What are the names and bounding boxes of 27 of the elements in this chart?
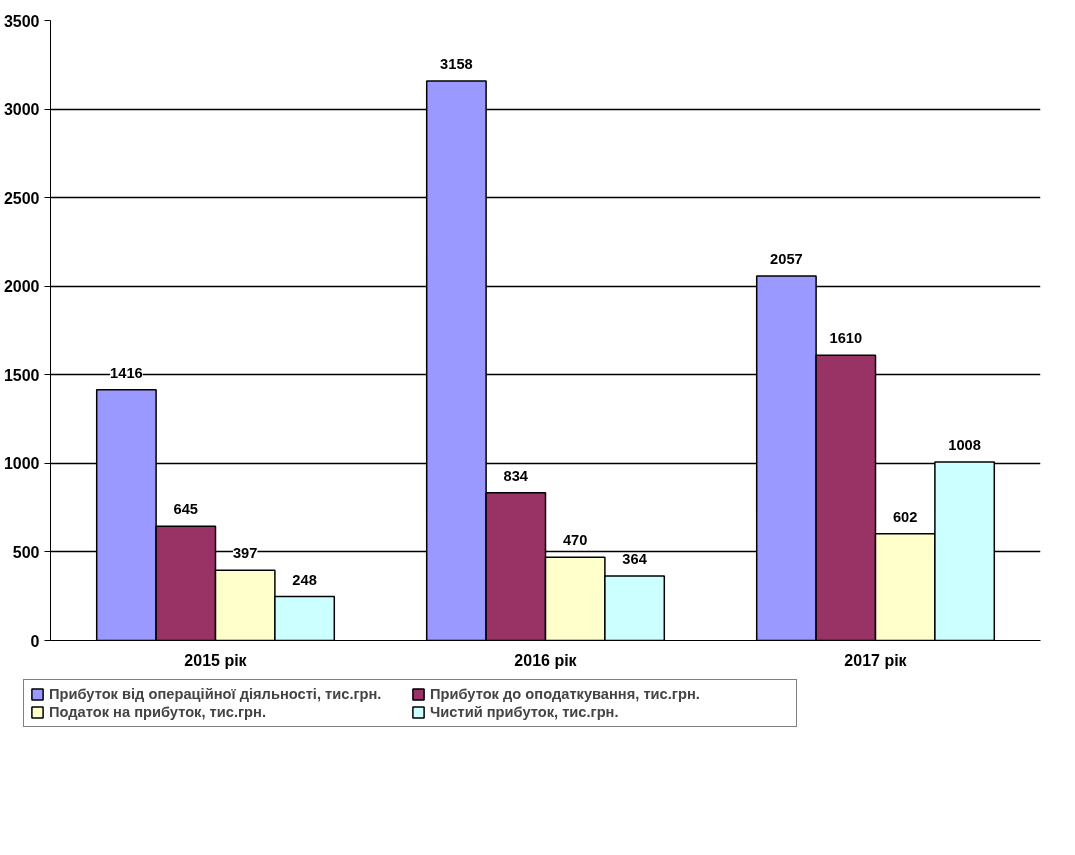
data-label: 1416 [110,364,143,381]
data-label: 3158 [440,56,473,73]
data-label: 364 [622,551,648,568]
x-tick-label: 2017 рік [844,651,908,669]
data-label: 834 [503,467,529,484]
data-label: 470 [562,532,588,549]
data-label: 248 [292,571,317,588]
y-tick-label: 3000 [3,101,40,119]
y-tick-label: 2000 [3,278,40,296]
legend-label: Податок на прибуток, тис.грн. [49,704,267,720]
legend-label: Прибуток від операційної діяльності, тис.грн. [49,686,383,702]
data-label: 397 [232,545,258,562]
y-tick-label: 3500 [3,12,40,30]
y-tick-label: 2500 [3,189,40,207]
data-label: 2057 [770,251,803,268]
legend-label: Прибуток до оподаткування, тис.грн. [430,686,701,702]
x-tick-label: 2016 рік [514,651,578,669]
y-tick-label: 0 [30,632,40,650]
y-tick-label: 500 [12,543,40,561]
data-label: 1008 [948,436,981,453]
y-tick-label: 1000 [3,455,40,473]
x-tick-label: 2015 рік [184,651,248,669]
data-label: 602 [892,508,918,525]
legend-label: Чистий прибуток, тис.грн. [430,704,620,720]
data-label: 1610 [829,330,863,347]
data-label: 645 [173,501,199,518]
y-tick-label: 1500 [3,366,40,384]
